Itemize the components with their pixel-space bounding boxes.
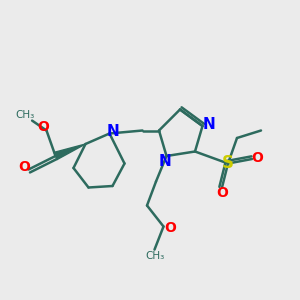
Text: N: N — [106, 124, 119, 140]
Text: O: O — [18, 160, 30, 174]
Text: S: S — [222, 154, 234, 172]
Text: O: O — [216, 186, 228, 200]
Text: O: O — [251, 152, 263, 165]
Text: CH₃: CH₃ — [15, 110, 34, 120]
Text: N: N — [203, 117, 215, 132]
Text: O: O — [38, 120, 50, 134]
Text: CH₃: CH₃ — [145, 251, 164, 261]
Polygon shape — [54, 144, 86, 160]
Text: N: N — [159, 154, 171, 169]
Text: O: O — [164, 221, 176, 235]
